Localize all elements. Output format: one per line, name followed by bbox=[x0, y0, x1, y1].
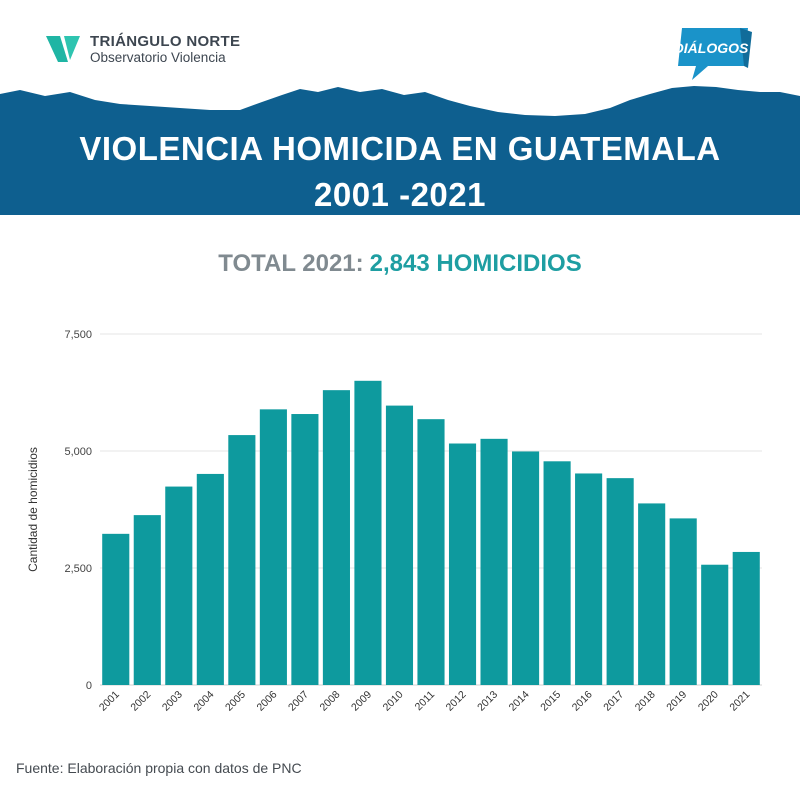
bar-2021 bbox=[732, 551, 760, 685]
bar-2019 bbox=[669, 518, 697, 685]
y-tick-label: 0 bbox=[86, 680, 92, 692]
bar-2001 bbox=[102, 533, 130, 685]
x-tick-label: 2001 bbox=[97, 689, 122, 714]
x-tick-label: 2012 bbox=[444, 689, 469, 714]
brand-subtitle: Observatorio Violencia bbox=[90, 49, 226, 65]
x-tick-label: 2014 bbox=[507, 689, 532, 714]
bar-2007 bbox=[291, 414, 319, 685]
bar-2004 bbox=[196, 473, 224, 685]
bar-2008 bbox=[322, 390, 350, 685]
bar-2017 bbox=[606, 478, 634, 685]
brand-logo: TRIÁNGULO NORTE Observatorio Violencia bbox=[44, 30, 240, 68]
total-value: 2,843 HOMICIDIOS bbox=[369, 250, 582, 277]
brand-name: TRIÁNGULO NORTE bbox=[90, 32, 241, 50]
x-tick-label: 2004 bbox=[191, 689, 216, 714]
x-tick-label: 2002 bbox=[128, 689, 153, 714]
bar-2012 bbox=[448, 443, 477, 685]
x-tick-label: 2011 bbox=[413, 689, 438, 714]
x-tick-label: 2007 bbox=[286, 689, 311, 714]
x-tick-label: 2016 bbox=[570, 689, 595, 714]
bar-2020 bbox=[701, 564, 729, 685]
source-note: Fuente: Elaboración propia con datos de … bbox=[16, 760, 302, 776]
dialogos-logo-text: DIÁLOGOS bbox=[674, 40, 749, 56]
chart-title-years: 2001 -2021 bbox=[314, 176, 486, 213]
bar-chart: 0 2,500 5,000 7,500 Cantidad de homicidios 20… bbox=[26, 329, 762, 714]
y-tick-label: 2,500 bbox=[64, 563, 92, 575]
title-banner bbox=[0, 80, 800, 215]
y-tick-label: 7,500 bbox=[64, 329, 92, 341]
dialogos-logo: DIÁLOGOS bbox=[674, 28, 752, 80]
bar-2011 bbox=[417, 419, 445, 685]
triangulo-norte-logo-icon bbox=[46, 36, 80, 62]
bar-2016 bbox=[575, 473, 603, 685]
x-tick-label: 2020 bbox=[696, 689, 721, 714]
total-label: TOTAL 2021: bbox=[218, 250, 364, 277]
x-tick-label: 2015 bbox=[538, 689, 563, 714]
x-tick-label: 2008 bbox=[318, 689, 343, 714]
bar-2018 bbox=[638, 503, 666, 685]
bar-2006 bbox=[259, 409, 287, 685]
bar-2015 bbox=[543, 461, 571, 685]
bar-2003 bbox=[165, 486, 193, 685]
x-tick-label: 2010 bbox=[381, 689, 406, 714]
x-tick-label: 2005 bbox=[223, 689, 248, 714]
x-tick-label: 2019 bbox=[664, 689, 689, 714]
x-tick-label: 2003 bbox=[160, 689, 185, 714]
bar-2002 bbox=[133, 515, 161, 685]
x-tick-label: 2021 bbox=[727, 689, 752, 714]
total-2021: TOTAL 2021: 2,843 HOMICIDIOS bbox=[0, 250, 800, 278]
chart-title: VIOLENCIA HOMICIDA EN GUATEMALA bbox=[79, 130, 721, 167]
y-axis-label: Cantidad de homicidios bbox=[26, 447, 40, 572]
x-tick-label: 2018 bbox=[633, 689, 658, 714]
x-tick-label: 2013 bbox=[475, 689, 500, 714]
bar-2009 bbox=[354, 380, 382, 685]
bar-2013 bbox=[480, 438, 508, 685]
x-tick-label: 2017 bbox=[601, 689, 626, 714]
x-tick-label: 2009 bbox=[349, 689, 374, 714]
bar-2010 bbox=[385, 405, 414, 685]
x-tick-label: 2006 bbox=[254, 689, 279, 714]
y-tick-label: 5,000 bbox=[64, 446, 92, 458]
bar-2014 bbox=[512, 451, 540, 685]
bar-2005 bbox=[228, 435, 256, 685]
